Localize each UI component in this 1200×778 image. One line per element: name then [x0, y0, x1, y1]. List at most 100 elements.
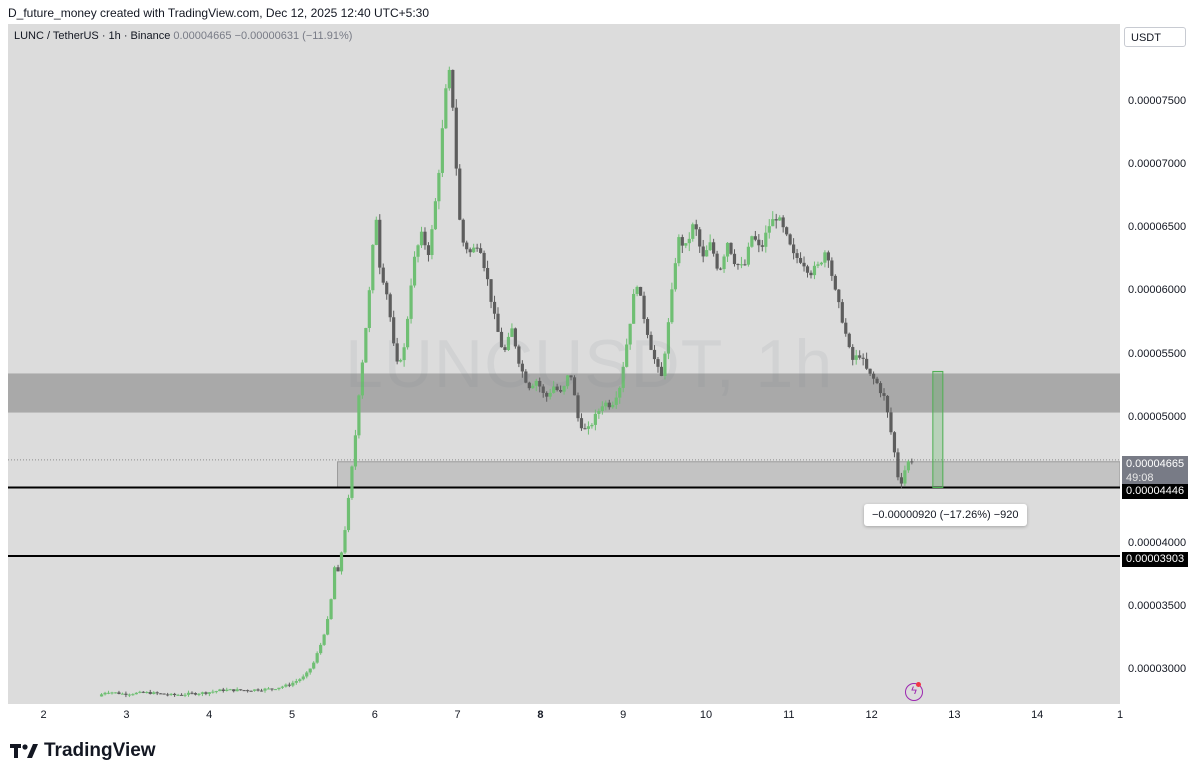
time-axis-tick-label: 7	[454, 709, 461, 721]
candle-body	[197, 693, 201, 695]
candle-body	[392, 317, 396, 344]
time-axis-tick-label: 10	[699, 709, 713, 721]
candle-body	[322, 634, 326, 645]
brand-name: TradingView	[44, 740, 156, 761]
candle-body	[673, 263, 677, 290]
notification-dot	[916, 682, 921, 687]
candle-body	[778, 217, 782, 221]
candle-body	[555, 386, 559, 390]
candle-body	[802, 262, 806, 267]
time-axis-tick-label: 1	[1116, 709, 1124, 721]
candle-body	[277, 687, 281, 690]
candle-body	[545, 392, 549, 397]
candle-body	[628, 323, 632, 345]
candle-body	[819, 262, 824, 265]
candle-body	[798, 257, 803, 263]
tradingview-logo-icon	[10, 744, 38, 758]
candle-body	[169, 693, 173, 695]
candle-body	[597, 410, 601, 414]
symbol-legend[interactable]: LUNC / TetherUS · 1h · Binance 0.0000466…	[14, 30, 352, 42]
symbol-price: 0.00004665	[173, 30, 232, 42]
candle-body	[753, 236, 757, 240]
candle-body	[451, 69, 455, 108]
candle-body	[472, 247, 476, 253]
currency-selector[interactable]: USDT	[1124, 27, 1186, 47]
candle-body	[732, 253, 737, 265]
candle-body	[701, 246, 705, 257]
candle-body	[632, 293, 636, 324]
candle-body	[725, 242, 730, 257]
candle-body	[214, 691, 218, 693]
price-axis-tick-label: 0.00003000	[1128, 662, 1187, 675]
candle-body	[395, 343, 399, 362]
candle-body	[524, 371, 528, 383]
time-axis-tick-label: 13	[948, 709, 961, 721]
candle-body	[405, 318, 410, 348]
candle-body	[910, 461, 914, 463]
candle-body	[809, 272, 813, 276]
lightning-icon[interactable]: ϟ	[905, 683, 923, 701]
candle-body	[906, 461, 910, 471]
tradingview-brand[interactable]: TradingView	[10, 740, 156, 762]
candle-body	[771, 219, 775, 227]
time-axis-tick-label: 8	[537, 709, 544, 721]
candle-body	[301, 676, 305, 680]
candle-body	[621, 366, 625, 388]
candle-body	[638, 286, 643, 296]
candle-body	[562, 386, 566, 392]
candle-body	[680, 237, 684, 246]
candle-body	[346, 497, 351, 531]
candle-body	[155, 692, 159, 694]
candle-body	[103, 692, 107, 695]
candle-body	[552, 386, 556, 393]
candle-body	[492, 301, 497, 314]
current-price-value: 0.00004665	[1126, 458, 1185, 470]
candle-body	[308, 668, 312, 673]
candle-body	[611, 404, 615, 408]
price-axis[interactable]	[1120, 24, 1194, 704]
price-axis-tick-label: 0.00007500	[1128, 95, 1187, 108]
candle-body	[531, 385, 535, 389]
candle-body	[760, 245, 764, 247]
candle-body	[343, 530, 347, 553]
candle-body	[399, 360, 403, 362]
price-axis-tick-label: 0.00006500	[1128, 221, 1187, 234]
bar-countdown: 49:08	[1126, 472, 1154, 484]
candle-body	[485, 268, 490, 280]
candle-body	[124, 693, 128, 695]
candlestick-chart	[8, 66, 1120, 698]
candle-body	[256, 689, 260, 691]
price-axis-tick-label: 0.00006000	[1128, 284, 1187, 297]
candle-body	[785, 227, 789, 235]
candle-body	[416, 245, 420, 257]
measure-tool-label[interactable]: −0.00000920 (−17.26%) −920	[864, 504, 1027, 526]
candle-body	[649, 334, 653, 350]
chart-pane[interactable]	[8, 24, 1120, 704]
candle-body	[607, 402, 611, 408]
candle-body	[193, 693, 198, 695]
candle-body	[579, 418, 584, 429]
candle-body	[583, 428, 587, 430]
candle-body	[176, 694, 180, 696]
candle-body	[249, 690, 253, 692]
candle-body	[113, 692, 118, 694]
candle-body	[319, 644, 323, 654]
candle-body	[273, 689, 278, 691]
candle-body	[148, 692, 152, 694]
candle-body	[228, 689, 232, 691]
price-axis-tick-label: 0.00005000	[1128, 410, 1187, 423]
time-axis[interactable]	[8, 704, 1194, 726]
candle-body	[162, 693, 166, 695]
candle-body	[865, 358, 869, 369]
candle-body	[878, 383, 883, 394]
chart-credit: D_future_money created with TradingView.…	[8, 6, 430, 20]
candle-body	[190, 692, 194, 694]
candle-body	[795, 253, 799, 258]
candle-body	[291, 682, 295, 686]
candle-body	[305, 672, 309, 677]
time-axis-tick-label: 12	[865, 709, 878, 721]
candle-body	[684, 243, 688, 246]
candle-body	[534, 380, 538, 386]
candle-body	[656, 359, 660, 367]
candle-body	[426, 245, 431, 256]
